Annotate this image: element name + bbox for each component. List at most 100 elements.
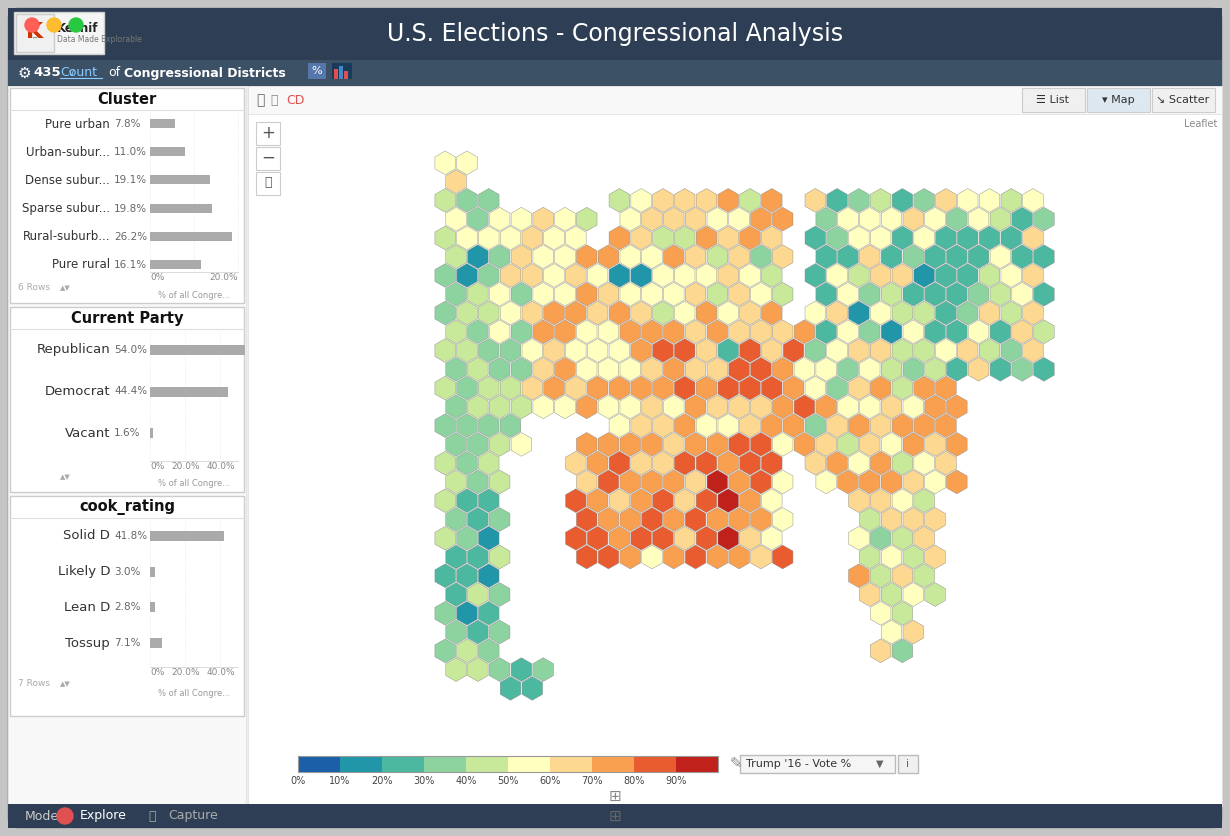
Bar [339, 756, 383, 772]
Polygon shape [445, 432, 466, 456]
Polygon shape [445, 207, 466, 231]
Polygon shape [772, 283, 793, 306]
Polygon shape [979, 339, 1000, 363]
Polygon shape [804, 301, 825, 325]
Text: 1.6%: 1.6% [114, 428, 140, 438]
Polygon shape [871, 601, 891, 625]
Polygon shape [467, 320, 488, 344]
Polygon shape [512, 432, 531, 456]
Bar [335, 69, 338, 79]
Polygon shape [696, 376, 717, 400]
Polygon shape [892, 563, 913, 588]
Polygon shape [838, 395, 859, 419]
Polygon shape [566, 527, 587, 550]
Polygon shape [936, 188, 956, 212]
Polygon shape [914, 226, 935, 250]
Polygon shape [871, 226, 891, 250]
Polygon shape [718, 339, 738, 363]
Polygon shape [968, 245, 989, 268]
Bar [9, 8, 1221, 60]
Polygon shape [860, 470, 879, 494]
Polygon shape [707, 283, 728, 306]
Polygon shape [881, 283, 902, 306]
Polygon shape [925, 283, 946, 306]
Bar [150, 567, 155, 577]
Polygon shape [696, 188, 717, 212]
Polygon shape [631, 339, 652, 363]
Bar [508, 756, 550, 772]
Polygon shape [490, 358, 510, 381]
Text: ▼: ▼ [876, 759, 883, 769]
Text: ∨: ∨ [68, 68, 75, 78]
Polygon shape [609, 451, 630, 475]
Polygon shape [718, 301, 738, 325]
Polygon shape [598, 358, 619, 381]
Polygon shape [979, 188, 1000, 212]
Text: Likely D: Likely D [58, 565, 109, 579]
Bar [150, 531, 224, 541]
Polygon shape [663, 507, 684, 532]
Text: 40.0%: 40.0% [207, 462, 235, 471]
Text: CD: CD [287, 94, 304, 106]
Polygon shape [729, 470, 749, 494]
Polygon shape [456, 376, 477, 400]
Text: Leaflet: Leaflet [1183, 119, 1216, 129]
Polygon shape [849, 226, 870, 250]
Polygon shape [739, 226, 760, 250]
Polygon shape [435, 414, 455, 437]
Polygon shape [445, 395, 466, 419]
Polygon shape [663, 432, 684, 456]
Text: ↘ Scatter: ↘ Scatter [1156, 95, 1209, 105]
Polygon shape [631, 301, 652, 325]
Polygon shape [674, 263, 695, 288]
Polygon shape [827, 263, 847, 288]
Polygon shape [838, 245, 859, 268]
Polygon shape [674, 301, 695, 325]
Polygon shape [871, 639, 891, 663]
Polygon shape [892, 414, 913, 437]
Polygon shape [892, 226, 913, 250]
Text: 2.8%: 2.8% [114, 603, 140, 613]
Text: Current Party: Current Party [71, 310, 183, 325]
Polygon shape [881, 245, 902, 268]
Text: Explore: Explore [80, 809, 127, 823]
Text: 11.0%: 11.0% [114, 147, 148, 157]
Polygon shape [445, 545, 466, 568]
Polygon shape [456, 226, 477, 250]
Polygon shape [653, 188, 673, 212]
Polygon shape [718, 263, 738, 288]
Polygon shape [522, 339, 542, 363]
Polygon shape [990, 358, 1011, 381]
Circle shape [47, 18, 62, 32]
Polygon shape [860, 245, 879, 268]
Polygon shape [739, 527, 760, 550]
Polygon shape [609, 339, 630, 363]
Bar [9, 86, 246, 806]
Polygon shape [903, 507, 924, 532]
Polygon shape [914, 489, 935, 512]
Polygon shape [750, 358, 771, 381]
Polygon shape [598, 470, 619, 494]
Polygon shape [827, 414, 847, 437]
Text: Cluster: Cluster [97, 91, 156, 106]
Polygon shape [957, 263, 978, 288]
Polygon shape [456, 339, 477, 363]
Polygon shape [490, 620, 510, 644]
Polygon shape [990, 320, 1011, 344]
Polygon shape [577, 283, 597, 306]
Text: Congressional Districts: Congressional Districts [124, 67, 285, 79]
Text: ☰ List: ☰ List [1037, 95, 1070, 105]
Polygon shape [456, 263, 477, 288]
Polygon shape [815, 283, 836, 306]
Polygon shape [467, 507, 488, 532]
Polygon shape [685, 320, 706, 344]
Polygon shape [739, 301, 760, 325]
Polygon shape [903, 395, 924, 419]
Text: Capture: Capture [169, 809, 218, 823]
Text: 7.8%: 7.8% [114, 119, 140, 129]
Polygon shape [467, 620, 488, 644]
Polygon shape [925, 545, 946, 568]
Text: 19.1%: 19.1% [114, 176, 148, 186]
Polygon shape [642, 545, 662, 568]
FancyBboxPatch shape [9, 8, 1221, 828]
